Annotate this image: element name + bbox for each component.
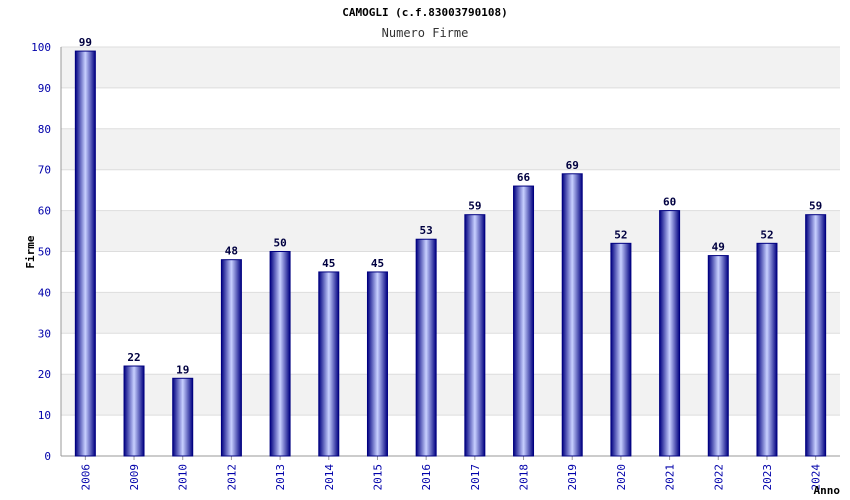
- x-tick-label: 2006: [79, 464, 92, 491]
- x-tick-label: 2014: [323, 464, 336, 491]
- bar-2018: [513, 185, 535, 457]
- data-label-2021: 60: [663, 196, 676, 209]
- x-tick-label: 2016: [420, 464, 433, 491]
- bar-2019: [561, 173, 583, 457]
- data-label-2022: 49: [712, 241, 725, 254]
- x-tick-label: 2023: [761, 464, 774, 491]
- data-label-2015: 45: [371, 257, 384, 270]
- x-tick-label: 2013: [274, 464, 287, 491]
- bar-2009: [123, 365, 145, 457]
- data-label-2014: 45: [322, 257, 335, 270]
- chart-title: CAMOGLI (c.f.83003790108): [342, 6, 508, 19]
- y-tick-label: 60: [38, 205, 51, 218]
- bar-2010: [172, 377, 194, 457]
- data-label-2009: 22: [127, 351, 140, 364]
- bar-2022: [707, 255, 729, 457]
- y-tick-label: 100: [31, 41, 51, 54]
- data-label-2020: 52: [614, 228, 627, 241]
- data-label-2006: 99: [79, 36, 92, 49]
- data-label-2013: 50: [273, 237, 286, 250]
- data-label-2012: 48: [225, 245, 238, 258]
- x-tick-label: 2012: [225, 464, 238, 491]
- x-tick-label: 2020: [615, 464, 628, 491]
- x-tick-label: 2015: [371, 464, 384, 491]
- x-axis-label: Anno: [814, 484, 841, 497]
- bar-2024: [805, 214, 827, 457]
- y-axis-label: Firme: [24, 235, 37, 268]
- y-tick-label: 20: [38, 368, 51, 381]
- data-label-2016: 53: [420, 224, 433, 237]
- x-tick-label: 2019: [566, 464, 579, 491]
- x-tick-label: 2018: [518, 464, 531, 491]
- chart-subtitle: Numero Firme: [381, 26, 469, 40]
- data-label-2017: 59: [468, 200, 481, 213]
- grid-band: [61, 47, 840, 88]
- data-label-2019: 69: [566, 159, 579, 172]
- bar-2020: [610, 242, 632, 457]
- grid-band: [61, 128, 840, 170]
- bar-2023: [756, 242, 778, 457]
- x-tick-label: 2021: [664, 464, 677, 491]
- x-tick-label: 2009: [128, 464, 141, 491]
- y-tick-label: 40: [38, 286, 51, 299]
- bar-2021: [659, 210, 681, 457]
- y-tick-label: 30: [38, 327, 51, 340]
- x-tick-label: 2010: [177, 464, 190, 491]
- bar-2016: [415, 238, 437, 457]
- bar-2006: [74, 50, 96, 457]
- y-tick-label: 10: [38, 409, 51, 422]
- bar-2013: [269, 251, 291, 457]
- y-tick-label: 50: [38, 246, 51, 259]
- data-label-2010: 19: [176, 363, 189, 376]
- y-tick-label: 70: [38, 164, 51, 177]
- bar-2014: [318, 271, 340, 457]
- data-label-2023: 52: [760, 228, 773, 241]
- grid-band: [61, 210, 840, 252]
- x-tick-label: 2017: [469, 464, 482, 491]
- y-tick-label: 80: [38, 123, 51, 136]
- bar-2015: [366, 271, 388, 457]
- y-tick-label: 0: [44, 450, 51, 463]
- x-tick-label: 2024: [810, 464, 823, 491]
- y-tick-label: 90: [38, 82, 51, 95]
- bar-2012: [220, 259, 242, 457]
- data-label-2018: 66: [517, 171, 531, 184]
- data-label-2024: 59: [809, 200, 822, 213]
- bar-2017: [464, 214, 486, 457]
- x-tick-label: 2022: [712, 464, 725, 491]
